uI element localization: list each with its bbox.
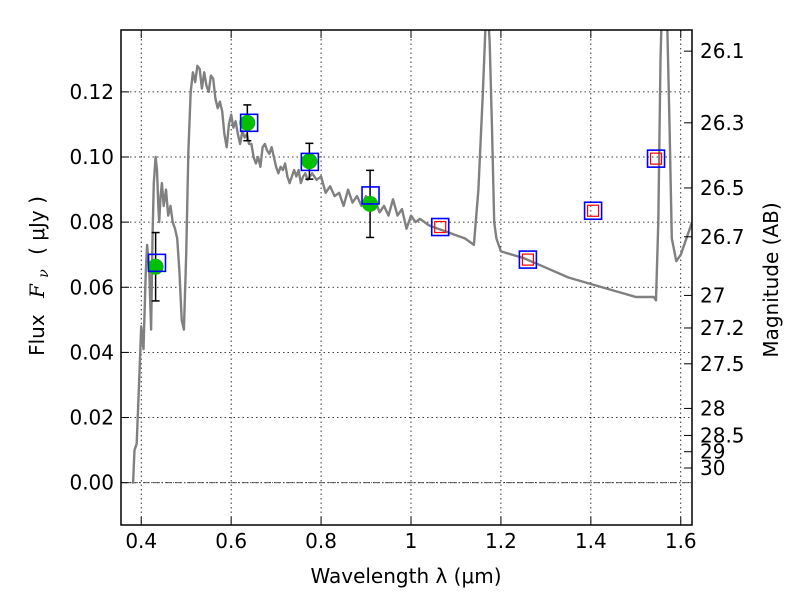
predicted-photometry-square [586, 204, 600, 217]
sed-model-line [131, 30, 692, 484]
y-tick-label: 0.12 [69, 80, 114, 104]
x-tick-label: 0.8 [305, 529, 337, 553]
y-tick-label: 0.10 [69, 145, 114, 169]
y2-tick-label: 26.3 [700, 111, 745, 135]
svg-text:Flux F ν ( μ: Flux F ν ( μJy ) [25, 196, 53, 356]
plot-frame [120, 29, 693, 526]
y2-tick-label: 26.5 [700, 176, 745, 200]
predicted-photometry-square [434, 220, 447, 234]
observed-point [301, 153, 318, 170]
y-axis-title-prefix: Flux [25, 314, 49, 356]
model-photometry-square [518, 250, 538, 269]
y-axis-ticks: 0.00 0.02 0.04 0.06 0.08 0.10 0.12 [69, 80, 129, 495]
model-photometry-square [239, 113, 259, 133]
y-axis-title-symbol: F [25, 283, 49, 299]
model-photometry-square [361, 186, 380, 205]
x-tick-label: 1.4 [575, 529, 607, 553]
y-tick-label: 0.04 [69, 340, 114, 364]
x-tick-label: 1 [405, 529, 418, 553]
y-tick-label: 0.06 [69, 275, 114, 299]
y2-tick-label: 28 [700, 396, 725, 420]
y-tick-label: 0.00 [69, 471, 114, 495]
y-tick-label: 0.02 [69, 406, 114, 430]
y-axis-title-subscript: ν [36, 269, 52, 278]
predicted-photometry-square [521, 253, 534, 266]
x-tick-label: 1.6 [665, 529, 697, 553]
y2-axis-title: Magnitude (AB) [759, 202, 783, 357]
x-tick-label: 1.2 [485, 529, 517, 553]
model-photometry-square [147, 253, 167, 273]
model-photometry-square [646, 149, 666, 168]
y2-tick-label: 29 [700, 440, 725, 464]
y2-tick-label: 26.7 [700, 225, 745, 249]
x-tick-label: 0.6 [215, 529, 247, 553]
y2-tick-label: 27 [700, 283, 725, 307]
x-axis-title: Wavelength λ (μm) [310, 564, 501, 588]
model-photometry-square [300, 152, 320, 172]
y2-tick-label: 30 [700, 456, 725, 480]
y-axis-title-unit: ( μJy ) [25, 196, 49, 255]
series-clip-group [131, 30, 692, 484]
grid-lines [121, 30, 692, 525]
y-tick-label: 0.08 [69, 210, 114, 234]
y2-tick-label: 26.1 [700, 39, 745, 63]
x-tick-label: 0.4 [125, 529, 157, 553]
y-axis-title: Flux F ν ( μJy ) [25, 196, 53, 356]
y2-tick-label: 28.5 [700, 423, 745, 447]
predicted-photometry-square [649, 152, 663, 165]
observed-point [239, 114, 256, 131]
y2-tick-label: 27.5 [700, 352, 745, 376]
observed-point [147, 258, 164, 275]
model-photometry-square [583, 201, 603, 221]
x-axis-ticks: 0.4 0.6 0.8 1 1.2 1.4 1.6 [125, 30, 697, 553]
y2-tick-label: 27.2 [700, 316, 745, 340]
model-photometry-square [430, 217, 450, 237]
series-layer [131, 30, 692, 484]
